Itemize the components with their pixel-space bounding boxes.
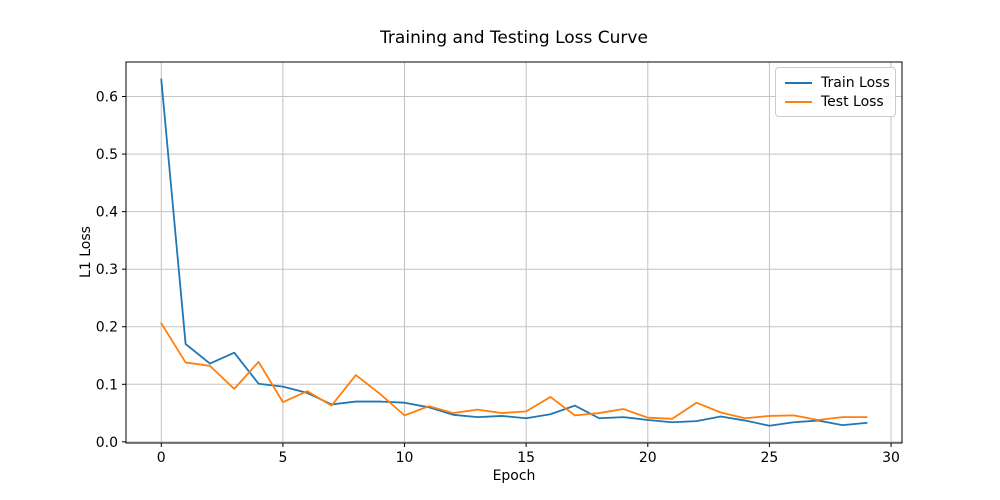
y-tick-label: 0.0 [96,435,118,451]
y-tick-label: 0.6 [96,90,118,106]
y-tick-label: 0.2 [96,320,118,336]
x-tick-label: 10 [396,450,414,466]
y-tick-label: 0.1 [96,377,118,393]
legend: Train Loss Test Loss [775,67,896,117]
legend-item-test-loss: Test Loss [785,92,886,111]
x-tick-label: 30 [882,450,900,466]
y-tick-label: 0.3 [96,262,118,278]
plot-border [125,61,903,444]
x-tick-label: 20 [639,450,657,466]
train-loss-line [160,78,868,427]
chart-title: Training and Testing Loss Curve [380,28,648,48]
x-tick-label: 15 [517,450,535,466]
y-axis-label: L1 Loss [78,226,94,278]
legend-label-train-loss: Train Loss [821,74,890,91]
test-loss-line-sample-icon [785,100,812,103]
x-tick-label: 5 [278,450,287,466]
x-tick-label: 0 [157,450,166,466]
y-tick-label: 0.5 [96,147,118,163]
test-loss-line [160,322,868,421]
train-loss-line-sample-icon [785,81,812,84]
legend-item-train-loss: Train Loss [785,73,890,92]
x-axis-label: Epoch [492,468,536,484]
x-tick-label: 25 [761,450,779,466]
y-tick-label: 0.4 [96,205,118,221]
legend-label-test-loss: Test Loss [821,93,884,110]
